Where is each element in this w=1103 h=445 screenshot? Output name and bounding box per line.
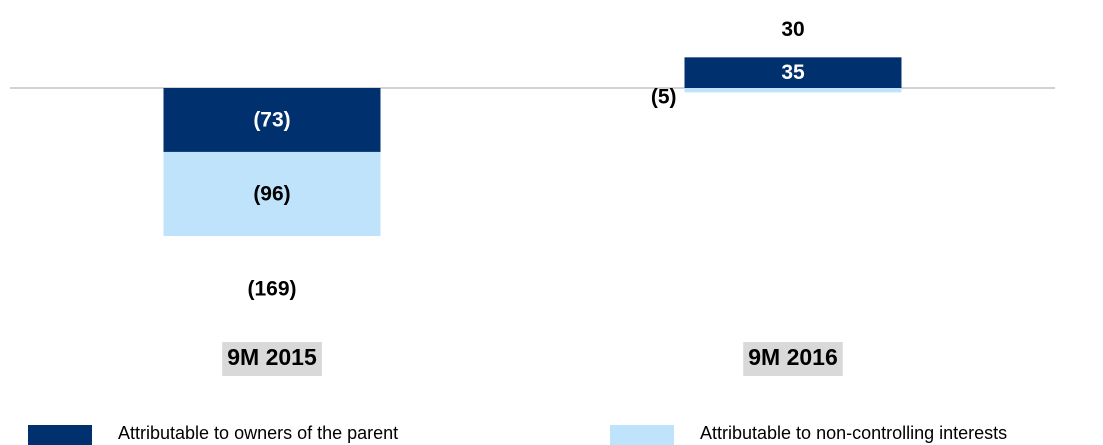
legend-swatch [610,425,674,445]
data-label: (5) [651,86,677,109]
category-label-bg [743,342,843,376]
data-label: (73) [253,109,290,132]
bar-segment [163,88,381,152]
legend-label: Attributable to non-controlling interest… [700,423,1007,443]
category-label: 9M 2016 [743,342,843,376]
total-label: 30 [781,18,804,41]
bar-segment [684,57,902,88]
bar-segment [684,88,902,93]
total-label: (169) [247,278,296,301]
x-tick-label: 9M 2016 [748,344,838,370]
category-label: 9M 2015 [222,342,322,376]
bar-segment [163,151,381,237]
data-label: (96) [253,183,290,206]
x-tick-label: 9M 2015 [227,344,317,370]
legend-swatch [28,425,92,445]
legend-label: Attributable to owners of the parent [118,423,398,443]
category-label-bg [222,342,322,376]
data-label: 35 [781,61,805,84]
